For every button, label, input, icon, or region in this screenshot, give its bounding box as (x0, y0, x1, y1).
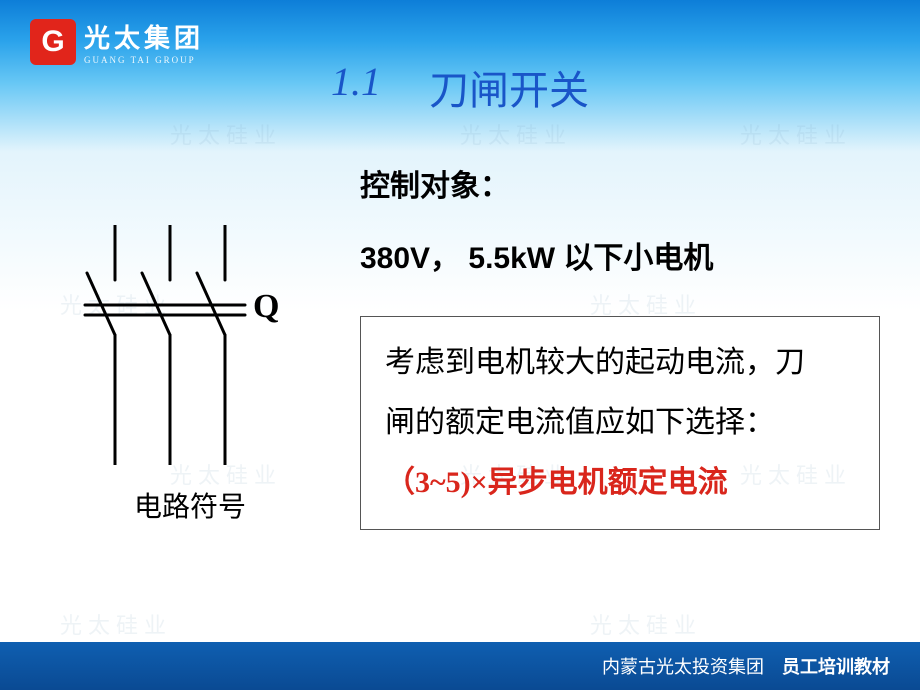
content-line-2: 380V， 5.5kW 以下小电机 (360, 232, 880, 286)
logo-name-cn: 光太集团 (84, 18, 204, 55)
circuit-symbol-label: 电路符号 (134, 485, 246, 525)
circuit-symbol-block: Q 电路符号 (60, 225, 320, 525)
box-line-1: 考虑到电机较大的起动电流，刀 (385, 333, 855, 393)
box-formula: （3~5)×异步电机额定电流 (385, 453, 855, 513)
footer-bar: 内蒙古光太投资集团 员工培训教材 (0, 642, 920, 690)
box-line-2: 闸的额定电流值应如下选择： (385, 393, 855, 453)
footer-tag: 员工培训教材 (782, 653, 890, 679)
title-number: 1.1 (331, 58, 381, 116)
slide-title: 1.1 刀闸开关 (0, 58, 920, 116)
footer-company: 内蒙古光太投资集团 (602, 653, 764, 679)
title-text: 刀闸开关 (429, 58, 589, 116)
note-box: 考虑到电机较大的起动电流，刀 闸的额定电流值应如下选择： （3~5)×异步电机额… (360, 316, 880, 530)
watermark-text: 光太硅业 (460, 118, 572, 150)
content-block: 控制对象： 380V， 5.5kW 以下小电机 考虑到电机较大的起动电流，刀 闸… (360, 160, 880, 530)
slide: 光太硅业光太硅业光太硅业光太硅业光太硅业光太硅业光太硅业光太硅业光太硅业光太硅业… (0, 0, 920, 690)
watermark-text: 光太硅业 (170, 118, 282, 150)
watermark-text: 光太硅业 (60, 608, 172, 640)
content-line-1: 控制对象： (360, 160, 880, 214)
watermark-text: 光太硅业 (590, 608, 702, 640)
symbol-letter: Q (253, 288, 279, 325)
watermark-text: 光太硅业 (740, 118, 852, 150)
knife-switch-symbol: Q (75, 225, 305, 465)
